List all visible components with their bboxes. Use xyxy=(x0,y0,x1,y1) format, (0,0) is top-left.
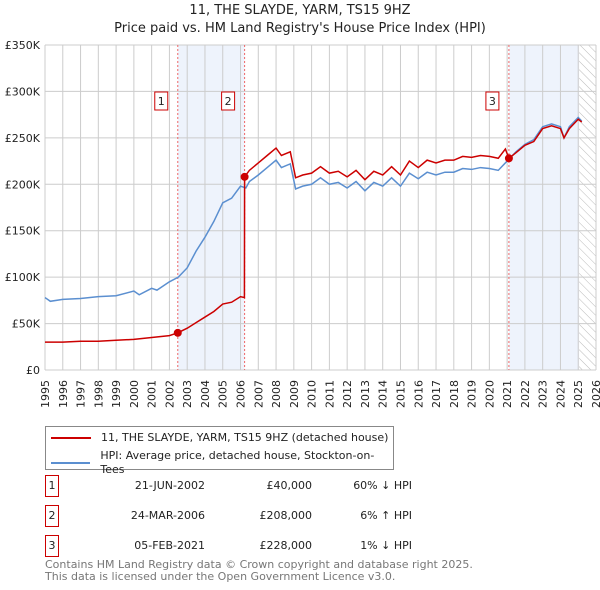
x-tick-label: 2009 xyxy=(288,380,301,408)
sale-marker-number: 1 xyxy=(45,475,59,497)
chart-subtitle: Price paid vs. HM Land Registry's House … xyxy=(114,21,486,36)
legend-red-line xyxy=(51,437,91,439)
legend-hpi: HPI: Average price, detached house, Stoc… xyxy=(100,449,375,476)
x-tick-label: 2026 xyxy=(590,380,600,408)
sale-point xyxy=(504,154,513,163)
footer-copyright: Contains HM Land Registry data © Crown c… xyxy=(45,558,473,571)
y-tick-label: £100K xyxy=(5,271,41,284)
y-tick-label: £200K xyxy=(5,178,41,191)
sale-hpi-diff: 60% ↓ HPI xyxy=(353,479,412,492)
x-tick-label: 2024 xyxy=(554,380,567,408)
sale-label: 3 xyxy=(489,95,496,108)
sale-label: 2 xyxy=(225,95,232,108)
x-tick-label: 2003 xyxy=(181,380,194,408)
sale-row: 3 05-FEB-2021 £228,000 1% ↓ HPI xyxy=(45,535,445,557)
sale-date: 05-FEB-2021 xyxy=(134,539,205,552)
sale-marker-number: 2 xyxy=(45,505,59,527)
sale-price: £208,000 xyxy=(259,509,313,522)
x-tick-label: 2014 xyxy=(377,380,390,408)
sale-label-box xyxy=(154,91,169,111)
x-tick-label: 2021 xyxy=(501,380,514,408)
x-tick-label: 2010 xyxy=(306,380,319,408)
x-tick-label: 2025 xyxy=(572,380,585,408)
shaded-range xyxy=(508,45,580,370)
x-tick-label: 2005 xyxy=(217,380,230,408)
sale-label: 1 xyxy=(158,95,165,108)
legend: 11, THE SLAYDE, YARM, TS15 9HZ (detached… xyxy=(45,426,394,476)
x-tick-label: 1999 xyxy=(110,380,123,408)
x-tick-label: 2002 xyxy=(163,380,176,408)
sale-row: 1 21-JUN-2002 £40,000 60% ↓ HPI xyxy=(45,475,445,497)
x-tick-label: 1995 xyxy=(39,380,52,408)
y-tick-label: £350K xyxy=(5,39,41,52)
x-tick-label: 2015 xyxy=(394,380,407,408)
x-tick-label: 2017 xyxy=(430,380,443,408)
sale-marker-number: 3 xyxy=(45,535,59,557)
x-tick-label: 2019 xyxy=(466,380,479,408)
x-tick-label: 2018 xyxy=(448,380,461,408)
x-tick-label: 2020 xyxy=(483,380,496,408)
x-tick-label: 1997 xyxy=(75,380,88,408)
x-tick-label: 2013 xyxy=(359,380,372,408)
y-tick-label: £250K xyxy=(5,132,41,145)
chart-title: 11, THE SLAYDE, YARM, TS15 9HZ xyxy=(189,3,411,18)
x-tick-label: 2016 xyxy=(412,380,425,408)
sale-price: £228,000 xyxy=(259,539,313,552)
x-tick-label: 2008 xyxy=(270,380,283,408)
y-tick-label: £0 xyxy=(26,364,40,377)
x-tick-label: 2001 xyxy=(146,380,159,408)
sale-date: 21-JUN-2002 xyxy=(134,479,205,492)
legend-blue-line xyxy=(51,462,91,464)
x-tick-label: 2006 xyxy=(235,380,248,408)
price-chart: 1995 1996 1997 1998 1999 2000 2001 2002 2003 2004… xyxy=(5,39,600,408)
sale-date: 24-MAR-2006 xyxy=(130,509,205,522)
x-tick-label: 2023 xyxy=(537,380,550,408)
y-tick-label: £50K xyxy=(12,318,41,331)
sale-price: £40,000 xyxy=(266,479,313,492)
x-tick-label: 2012 xyxy=(341,380,354,408)
footer-licence: This data is licensed under the Open Gov… xyxy=(45,570,396,583)
future-hatch xyxy=(579,45,596,370)
y-tick-label: £150K xyxy=(5,225,41,238)
x-tick-label: 1998 xyxy=(92,380,105,408)
sale-hpi-diff: 1% ↓ HPI xyxy=(360,539,412,552)
sale-row: 2 24-MAR-2006 £208,000 6% ↑ HPI xyxy=(45,505,445,527)
sale-point xyxy=(173,328,182,337)
x-tick-label: 1996 xyxy=(57,380,70,408)
x-tick-label: 2004 xyxy=(199,380,212,408)
x-tick-label: 2007 xyxy=(252,380,265,408)
x-tick-label: 2022 xyxy=(519,380,532,408)
sale-point xyxy=(240,172,249,181)
sale-hpi-diff: 6% ↑ HPI xyxy=(360,509,412,522)
y-tick-label: £300K xyxy=(5,85,41,98)
x-tick-label: 2011 xyxy=(323,380,336,408)
hpi-line xyxy=(44,116,583,303)
footer: Contains HM Land Registry data © Crown c… xyxy=(45,559,473,583)
legend-property: 11, THE SLAYDE, YARM, TS15 9HZ (detached… xyxy=(101,431,389,444)
sale-label-box xyxy=(221,91,236,111)
x-tick-label: 2000 xyxy=(128,380,141,408)
sale-label-box xyxy=(485,91,500,111)
